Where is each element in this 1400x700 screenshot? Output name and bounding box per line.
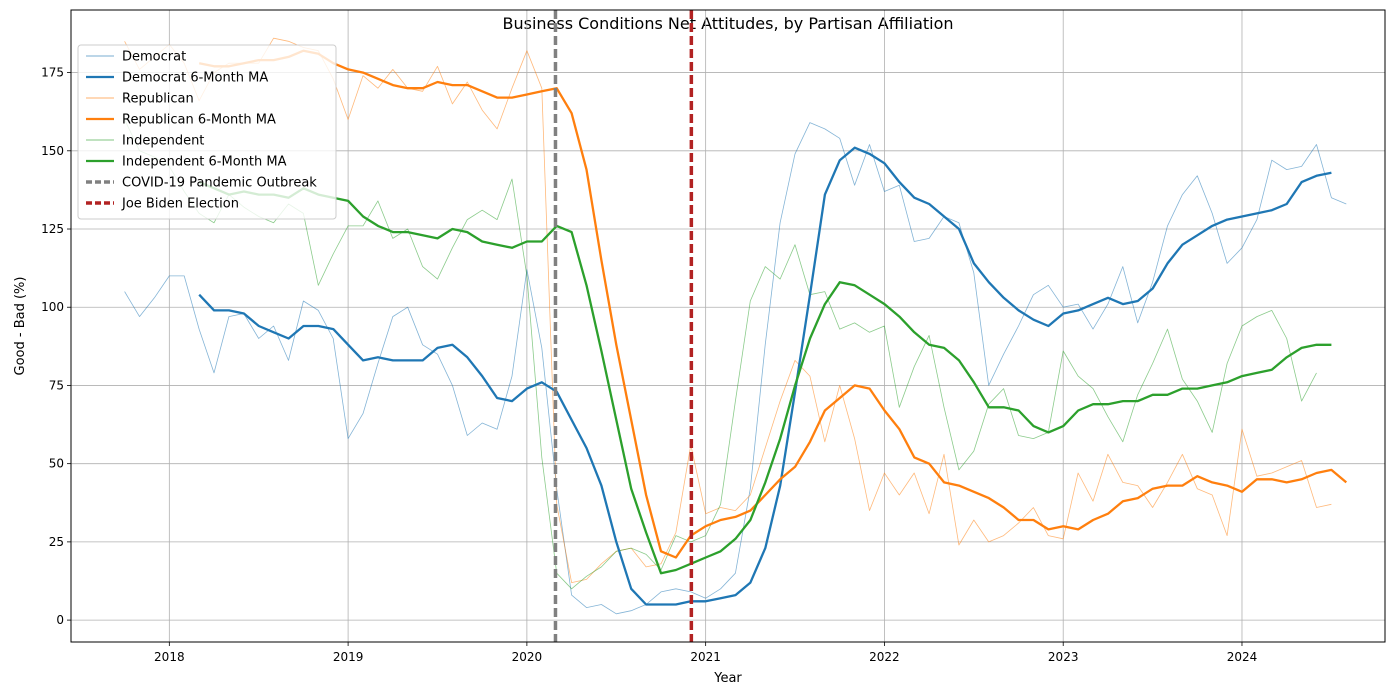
x-tick-label: 2018 xyxy=(154,650,185,664)
legend-label-democrat: Democrat xyxy=(122,50,186,65)
legend-box xyxy=(77,44,337,220)
y-tick-label: 50 xyxy=(49,457,64,471)
legend-label-independent-6-month-ma: Independent 6-Month MA xyxy=(122,155,287,170)
x-tick-label: 2021 xyxy=(690,650,721,664)
y-tick-label: 75 xyxy=(49,378,64,392)
y-tick-label: 150 xyxy=(41,144,64,158)
y-tick-label: 25 xyxy=(49,535,64,549)
legend-label-joe-biden-election: Joe Biden Election xyxy=(121,197,239,212)
chart-title: Business Conditions Net Attitudes, by Pa… xyxy=(502,14,953,33)
y-axis-label: Good - Bad (%) xyxy=(13,277,28,376)
y-tick-label: 100 xyxy=(41,300,64,314)
y-tick-label: 175 xyxy=(41,66,64,80)
legend-label-republican-6-month-ma: Republican 6-Month MA xyxy=(122,113,276,128)
x-tick-label: 2020 xyxy=(512,650,543,664)
plot-frame xyxy=(70,9,1386,643)
legend-label-democrat-6-month-ma: Democrat 6-Month MA xyxy=(122,71,268,86)
x-tick-label: 2024 xyxy=(1227,650,1258,664)
y-tick-label: 125 xyxy=(41,222,64,236)
x-axis-label: Year xyxy=(713,671,742,686)
legend-label-republican: Republican xyxy=(122,92,194,107)
event-lines xyxy=(553,10,694,642)
x-tick-label: 2023 xyxy=(1048,650,1079,664)
y-tick-label: 0 xyxy=(56,613,64,627)
x-axis-ticks: 2018 2019 2020 2021 2022 2023 2024 xyxy=(154,642,1257,664)
x-tick-label: 2022 xyxy=(869,650,900,664)
legend: Democrat Democrat 6-Month MA Republican Rep… xyxy=(77,44,337,220)
series-line-republican-6-month-ma xyxy=(198,49,1348,559)
legend-label-independent: Independent xyxy=(122,134,204,149)
x-tick-label: 2019 xyxy=(333,650,364,664)
grid xyxy=(71,10,1385,642)
series-line-independent xyxy=(124,119,1317,590)
series-layer xyxy=(124,37,1348,615)
series-line-independent-6-month-ma xyxy=(198,181,1332,575)
series-line-democrat-6-month-ma xyxy=(198,146,1332,606)
y-axis-ticks: 0 25 50 75 100 125 150 175 xyxy=(41,66,71,627)
legend-label-covid-19-pandemic-outbreak: COVID-19 Pandemic Outbreak xyxy=(122,176,317,191)
